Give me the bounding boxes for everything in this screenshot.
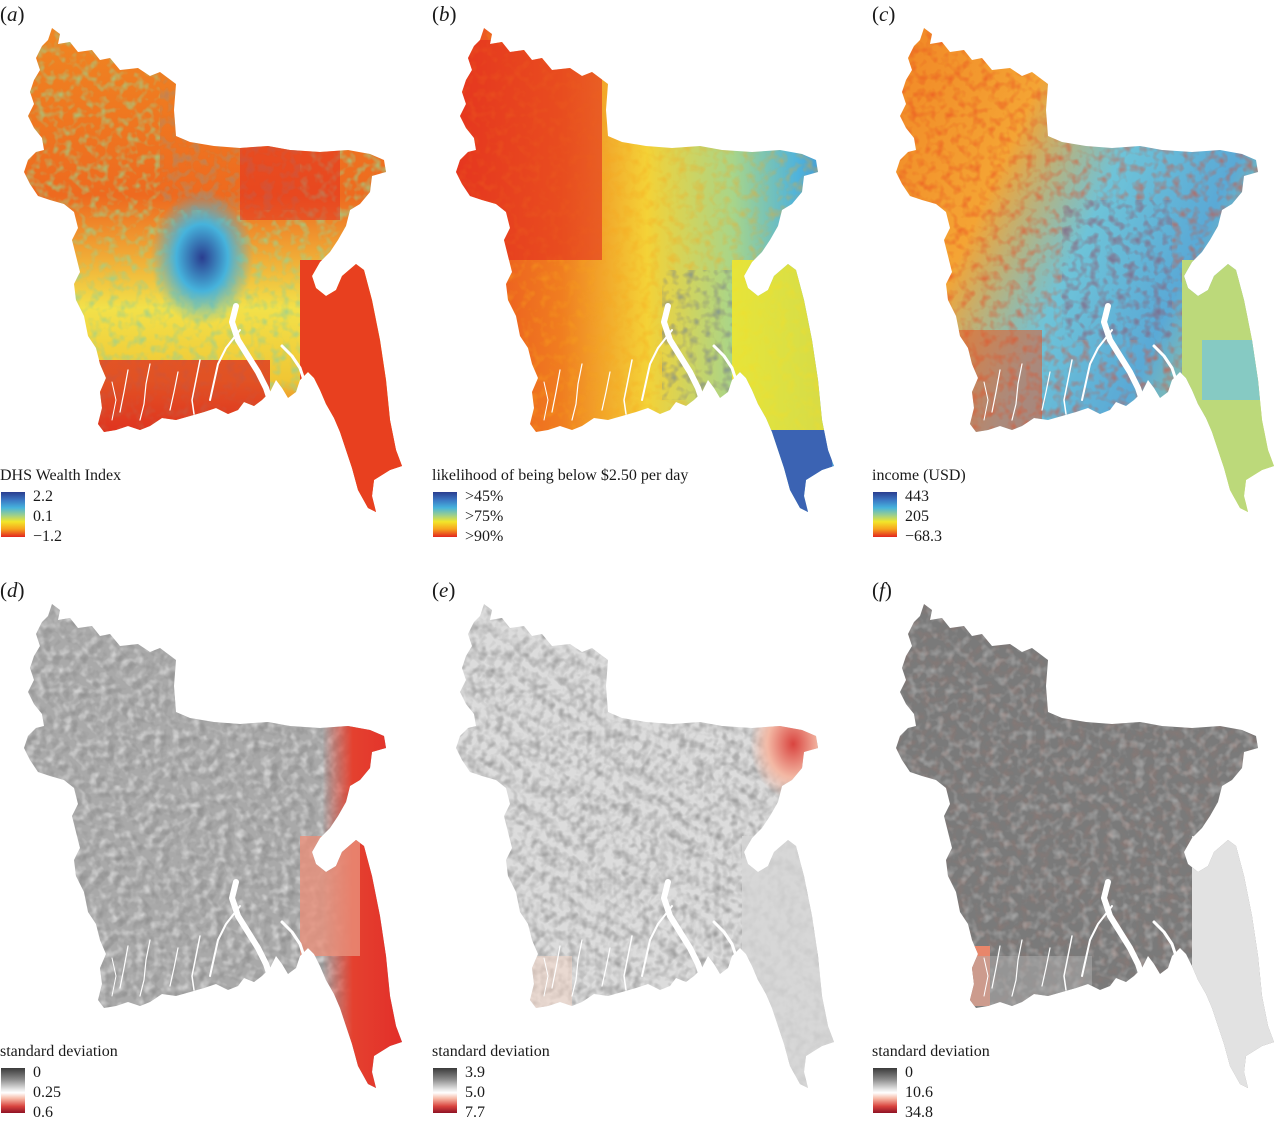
map-bangladesh-c [896,28,1274,512]
panel-e-sd-poverty: (e) standard deviation 3.9 5.0 7.7 [432,576,862,1136]
legend-title: DHS Wealth Index [0,467,122,484]
legend-title: standard deviation [872,1043,990,1060]
legend-tick-mid: 10.6 [905,1084,933,1101]
legend-tick-high: 7.7 [465,1104,485,1121]
legend-tick-low: 0 [33,1064,41,1081]
panel-a-wealth-index: (a) DHS Wealth Index 2.2 0.1 −1.2 [0,0,430,560]
legend-tick-low: −1.2 [33,528,63,545]
legend-tick-high: >45% [465,488,504,505]
colorbar-spectral [433,492,457,537]
legend-tick-high: 34.8 [905,1104,933,1121]
colorbar-grey-red [1,1068,25,1113]
panel-f-sd-income: (f) standard deviation 0 10.6 34.8 [872,576,1280,1136]
colorbar-grey-red [873,1068,897,1113]
legend-tick-mid: 0.1 [33,508,53,525]
map-bangladesh-a [24,28,402,512]
legend-tick-high: 2.2 [33,488,53,505]
colorbar-spectral [873,492,897,537]
panel-label-f: (f) [872,578,892,602]
legend-b: likelihood of being below $2.50 per day … [432,466,688,548]
legend-d: standard deviation 0 0.25 0.6 [0,1042,118,1124]
panel-c-income: (c) income (USD) 443 205 −68.3 [872,0,1280,560]
colorbar-spectral [1,492,25,537]
legend-tick-mid: 5.0 [465,1084,485,1101]
legend-title: standard deviation [432,1043,550,1060]
panel-label-d: (d) [0,578,25,602]
panel-label-b: (b) [432,2,457,26]
map-bangladesh-e [456,604,834,1088]
legend-title: income (USD) [872,467,966,484]
legend-tick-high: 443 [905,488,929,505]
colorbar-grey-red [433,1068,457,1113]
legend-title: likelihood of being below $2.50 per day [432,467,689,484]
panel-label-e: (e) [432,578,456,602]
panel-label-a: (a) [0,2,25,26]
panel-b-poverty-likelihood: (b) likelihood of being below $2.50 per … [432,0,862,560]
panel-label-c: (c) [872,2,896,26]
legend-tick-low: 3.9 [465,1064,485,1081]
legend-tick-low: >90% [465,528,504,545]
legend-a: DHS Wealth Index 2.2 0.1 −1.2 [0,466,121,548]
legend-tick-low: −68.3 [905,528,943,545]
legend-tick-mid: 0.25 [33,1084,61,1101]
legend-tick-high: 0.6 [33,1104,53,1121]
legend-tick-mid: >75% [465,508,504,525]
legend-tick-low: 0 [905,1064,913,1081]
panel-d-sd-wealth: (d) standard deviation 0 0.25 0.6 [0,576,430,1136]
legend-e: standard deviation 3.9 5.0 7.7 [432,1042,550,1124]
legend-tick-mid: 205 [905,508,929,525]
map-bangladesh-d [24,604,402,1088]
legend-c: income (USD) 443 205 −68.3 [872,466,966,548]
legend-title: standard deviation [0,1043,118,1060]
map-bangladesh-b [456,28,834,512]
legend-f: standard deviation 0 10.6 34.8 [872,1042,990,1124]
map-bangladesh-f [896,604,1274,1088]
